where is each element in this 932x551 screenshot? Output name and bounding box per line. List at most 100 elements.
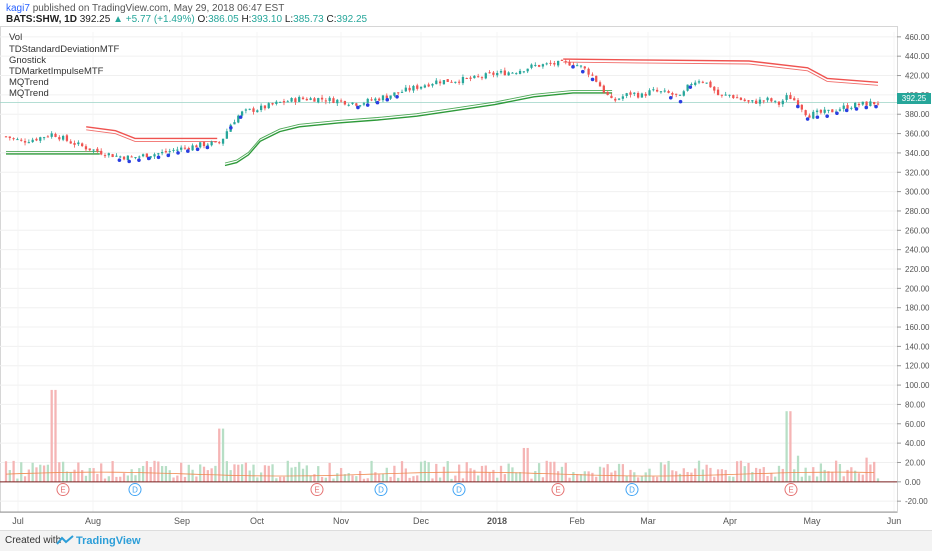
volume-bar <box>804 467 807 482</box>
candle <box>237 115 240 123</box>
volume-bar <box>499 465 503 482</box>
trend-dot <box>195 147 200 152</box>
candle <box>789 95 792 100</box>
candle <box>595 75 598 82</box>
candle <box>656 89 659 92</box>
volume-bar <box>480 465 484 482</box>
y-tick-label: 380.00 <box>905 110 930 119</box>
candle <box>370 99 373 101</box>
x-tick-label: Feb <box>569 516 585 526</box>
volume-bar <box>115 476 118 482</box>
volume-bar <box>27 469 30 482</box>
x-tick-label: Sep <box>174 516 190 526</box>
volume-bar <box>564 462 567 482</box>
trend-dot <box>844 108 849 113</box>
volume-bar <box>621 464 625 482</box>
dividend-marker-label: D <box>378 486 384 495</box>
y-tick-label: 0.00 <box>905 478 921 487</box>
candle <box>625 93 628 96</box>
candle <box>492 72 495 75</box>
candle <box>267 103 270 109</box>
volume-bar <box>103 478 107 482</box>
volume-bar <box>438 477 442 482</box>
indicator-gnostick[interactable]: Gnostick <box>9 55 46 66</box>
candle <box>610 95 613 99</box>
volume-bar <box>256 477 259 482</box>
volume-bar <box>397 477 400 482</box>
volume-bar <box>697 460 701 482</box>
candle <box>446 79 449 82</box>
dividend-marker <box>625 483 639 497</box>
author-link[interactable]: kagi7 <box>6 3 30 14</box>
volume-bar <box>545 460 548 482</box>
volume-bar <box>747 462 750 482</box>
volume-bar <box>61 461 65 482</box>
resistance-line <box>563 58 879 83</box>
indicator-mqtrend-1[interactable]: MQTrend <box>9 77 49 88</box>
volume-bar <box>770 472 773 482</box>
candle <box>515 73 518 75</box>
trend-dot <box>864 105 869 110</box>
candle <box>576 65 579 67</box>
indicator-mqtrend-2[interactable]: MQTrend <box>9 88 49 99</box>
volume-bar <box>366 478 369 482</box>
high-label: H: <box>241 14 252 25</box>
volume-bar <box>663 464 666 482</box>
resistance-line-secondary <box>86 129 218 142</box>
volume-bar <box>134 475 137 482</box>
candle <box>397 92 400 94</box>
indicator-td-std-dev[interactable]: TDStandardDeviationMTF <box>9 44 120 55</box>
candle <box>256 110 259 113</box>
candle <box>732 95 735 99</box>
close-value: 392.25 <box>336 14 368 25</box>
volume-bar <box>812 467 815 482</box>
candle <box>42 137 46 139</box>
volume-bar <box>781 468 784 482</box>
volume-bar <box>633 472 636 482</box>
volume-bar <box>46 464 50 482</box>
volume-bar <box>854 470 857 482</box>
volume-bar <box>328 462 331 482</box>
candle <box>812 111 815 119</box>
volume-bar <box>686 472 689 482</box>
y-tick-label: 120.00 <box>905 362 930 371</box>
candle <box>35 138 38 141</box>
candle <box>735 97 739 99</box>
candle <box>431 83 434 86</box>
volume-bar <box>518 472 522 482</box>
candle <box>153 154 156 157</box>
volume-bar <box>614 470 617 482</box>
candle <box>347 104 350 106</box>
volume-bar <box>111 461 114 482</box>
volume-bar <box>73 469 76 482</box>
volume-bar <box>469 468 472 482</box>
earnings-marker <box>56 483 70 497</box>
volume-bar <box>739 460 743 482</box>
y-tick-label: 100.00 <box>905 381 930 390</box>
candle <box>800 104 803 110</box>
candle <box>854 102 857 108</box>
volume-bar <box>656 476 659 482</box>
candle <box>614 98 617 101</box>
indicator-td-market-impulse[interactable]: TDMarketImpulseMTF <box>9 66 104 77</box>
tradingview-brand[interactable]: TradingView <box>76 535 141 547</box>
candle <box>54 133 57 137</box>
volume-bar <box>850 467 853 482</box>
indicator-vol[interactable]: Vol <box>9 32 23 43</box>
volume-bar <box>271 464 274 482</box>
candle <box>111 154 114 158</box>
volume-bar <box>774 476 777 482</box>
volume-ma-line <box>5 471 875 477</box>
candle <box>69 141 72 144</box>
volume-bar <box>644 472 647 482</box>
candle <box>126 155 129 161</box>
volume-bar <box>126 475 129 482</box>
volume-bar <box>435 463 438 482</box>
candle <box>865 101 868 106</box>
volume-bar <box>602 467 605 482</box>
y-tick-label: 60.00 <box>905 420 926 429</box>
earnings-marker <box>551 483 565 497</box>
volume-bar <box>789 411 792 482</box>
volume-bar <box>461 478 465 482</box>
